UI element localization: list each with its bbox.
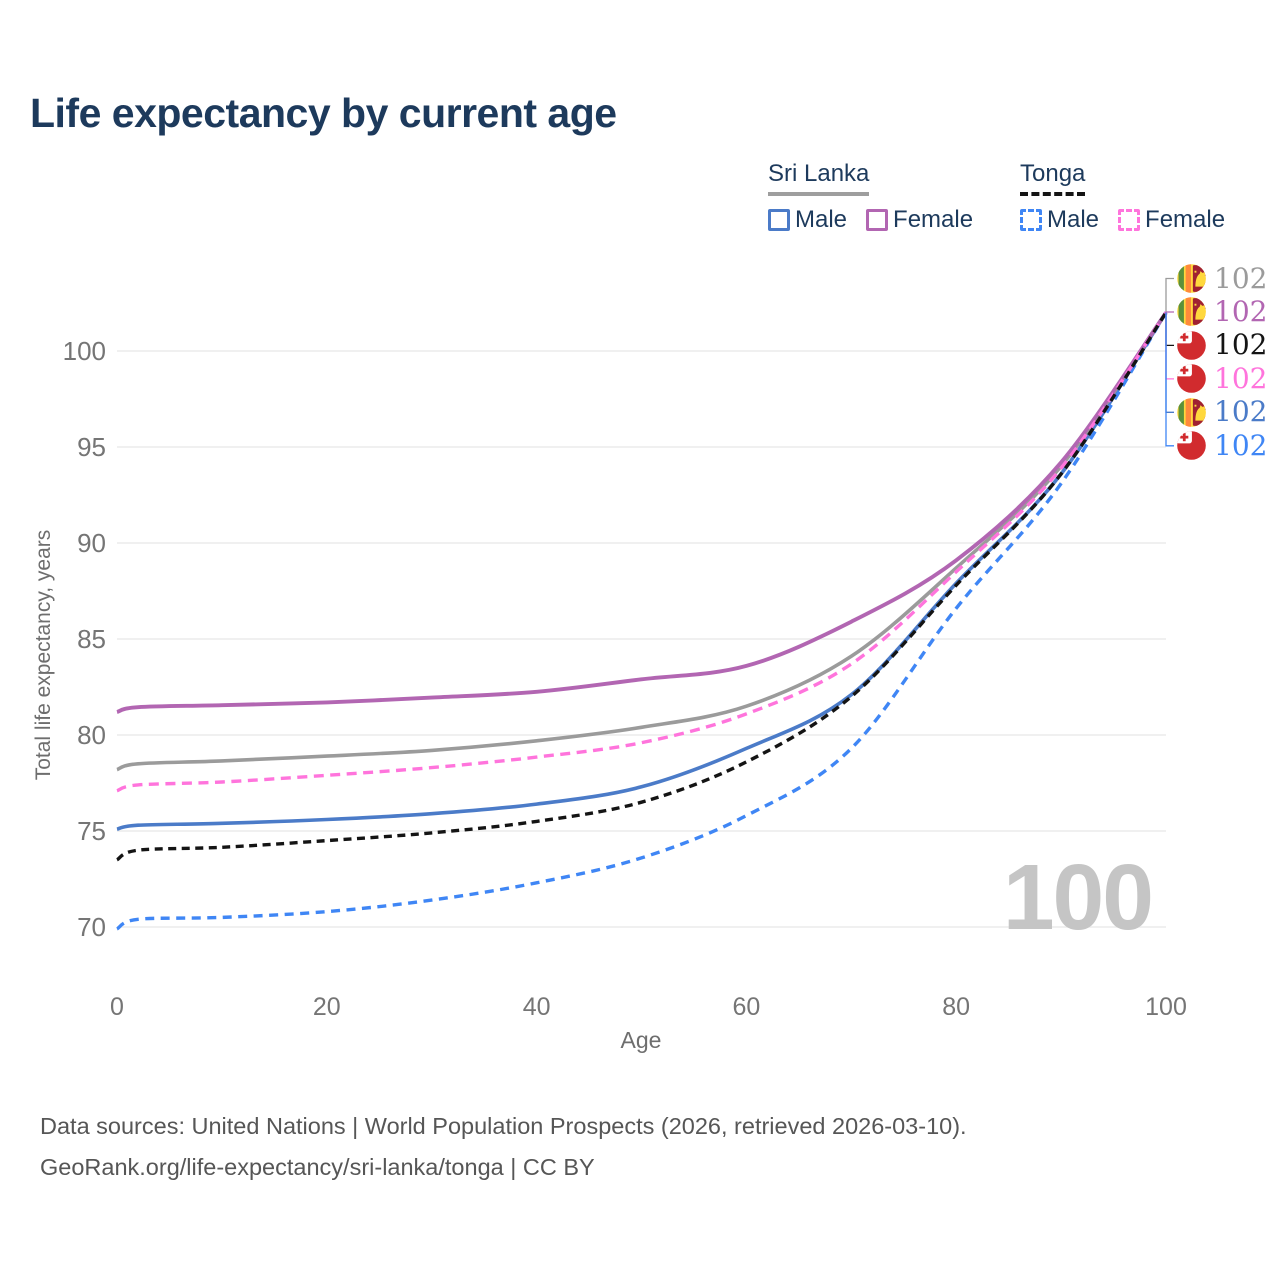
leader-line (1165, 312, 1174, 413)
legend-items-tonga: Male Female (1020, 206, 1225, 234)
series-line-sri-lanka-female[interactable] (116, 311, 1168, 714)
series-line-sri-lanka-male[interactable] (116, 311, 1168, 831)
sri-lanka-male-swatch-icon (768, 209, 790, 231)
series-line-tonga-male[interactable] (116, 311, 1168, 931)
legend-label: Female (893, 206, 974, 233)
legend-group-sri-lanka: Sri Lanka Male Female (768, 160, 973, 234)
end-label-row: 102 (1176, 262, 1267, 296)
leader-line (1165, 277, 1174, 313)
legend-item-sri-lanka-male[interactable]: Male (768, 206, 847, 234)
series-line-sri-lanka-total[interactable] (116, 311, 1168, 772)
end-label-row: 102 (1176, 395, 1267, 429)
sri-lanka-flag-icon (1176, 397, 1207, 428)
leader-line (1165, 312, 1174, 347)
y-tick-label: 70 (77, 912, 106, 942)
end-value: 102 (1214, 328, 1268, 362)
x-tick-label: 100 (1145, 993, 1187, 1021)
x-axis-title: Age (620, 1027, 662, 1053)
footer-data-sources: Data sources: United Nations | World Pop… (40, 1113, 967, 1139)
legend-items-sri-lanka: Male Female (768, 206, 973, 234)
end-label-row: 102 (1176, 295, 1267, 329)
legend-label: Male (1047, 206, 1100, 233)
end-value: 102 (1214, 395, 1268, 429)
series-line-tonga-female[interactable] (116, 311, 1168, 793)
tonga-flag-icon (1176, 363, 1207, 394)
sri-lanka-flag-icon (1176, 263, 1207, 294)
sri-lanka-female-swatch-icon (866, 209, 889, 231)
footer-url-license: GeoRank.org/life-expectancy/sri-lanka/to… (40, 1154, 595, 1180)
footer-attribution: Data sources: United Nations | World Pop… (40, 1106, 967, 1188)
legend-item-tonga-female[interactable]: Female (1118, 206, 1225, 234)
legend-group-tonga: Tonga Male Female (1020, 160, 1225, 234)
end-label-row: 102 (1176, 362, 1267, 396)
end-value: 102 (1214, 261, 1268, 295)
x-tick-label: 40 (522, 993, 551, 1021)
legend-label: Female (1145, 206, 1226, 233)
leader-line (1165, 312, 1174, 447)
page-title: Life expectancy by current age (30, 90, 617, 136)
sri-lanka-flag-icon (1176, 296, 1207, 327)
legend-item-sri-lanka-female[interactable]: Female (866, 206, 973, 234)
y-tick-label: 100 (62, 336, 106, 366)
leader-line (1165, 311, 1174, 313)
y-tick-label: 75 (77, 816, 106, 846)
tonga-male-swatch-icon (1020, 209, 1042, 231)
legend-country-tonga[interactable]: Tonga (1020, 160, 1086, 196)
end-value: 102 (1214, 361, 1268, 395)
series-line-tonga-total[interactable] (116, 311, 1168, 862)
legend-item-tonga-male[interactable]: Male (1020, 206, 1099, 234)
y-tick-label: 95 (77, 432, 106, 462)
y-tick-label: 90 (77, 528, 106, 558)
age-counter-watermark: 100 (1002, 845, 1154, 949)
x-tick-label: 20 (312, 993, 341, 1021)
end-value: 102 (1214, 428, 1268, 462)
end-label-row: 102 (1176, 328, 1267, 362)
tonga-flag-icon (1176, 430, 1207, 461)
end-label-row: 102 (1176, 429, 1267, 463)
legend-country-sri-lanka[interactable]: Sri Lanka (768, 160, 870, 196)
x-tick-label: 80 (942, 993, 971, 1021)
tonga-female-swatch-icon (1118, 209, 1141, 231)
y-tick-label: 85 (77, 624, 106, 654)
x-tick-label: 60 (732, 993, 761, 1021)
tonga-flag-icon (1176, 330, 1207, 361)
end-value: 102 (1214, 294, 1268, 328)
legend-label: Male (795, 206, 848, 233)
y-tick-label: 80 (77, 720, 106, 750)
x-tick-label: 0 (110, 993, 124, 1021)
